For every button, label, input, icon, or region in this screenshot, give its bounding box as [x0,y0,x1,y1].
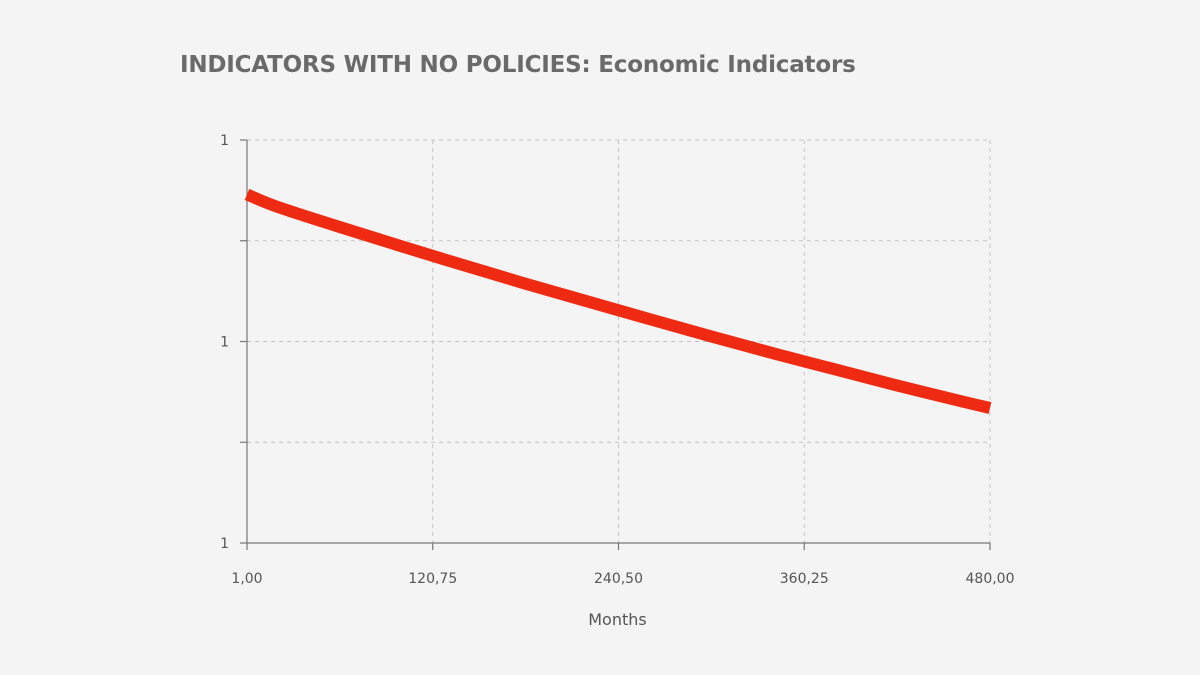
series-layer [244,188,992,414]
tick-labels: 1 1 1 1,00 120,75 240,50 360,25 480,00 [220,133,1014,587]
series-line [244,188,992,414]
grid-lines [247,139,991,543]
x-tick-label: 240,50 [594,571,643,587]
x-tick-label: 480,00 [966,571,1015,587]
x-tick-label: 120,75 [408,571,457,587]
y-tick-label: 1 [220,536,229,552]
x-tick-label: 360,25 [780,571,829,587]
axes [240,139,991,550]
x-tick-label: 1,00 [231,571,262,587]
y-tick-label: 1 [220,133,229,149]
x-axis-title: Months [588,610,646,629]
chart-title: INDICATORS WITH NO POLICIES: Economic In… [180,52,856,78]
y-tick-label: 1 [220,335,229,351]
